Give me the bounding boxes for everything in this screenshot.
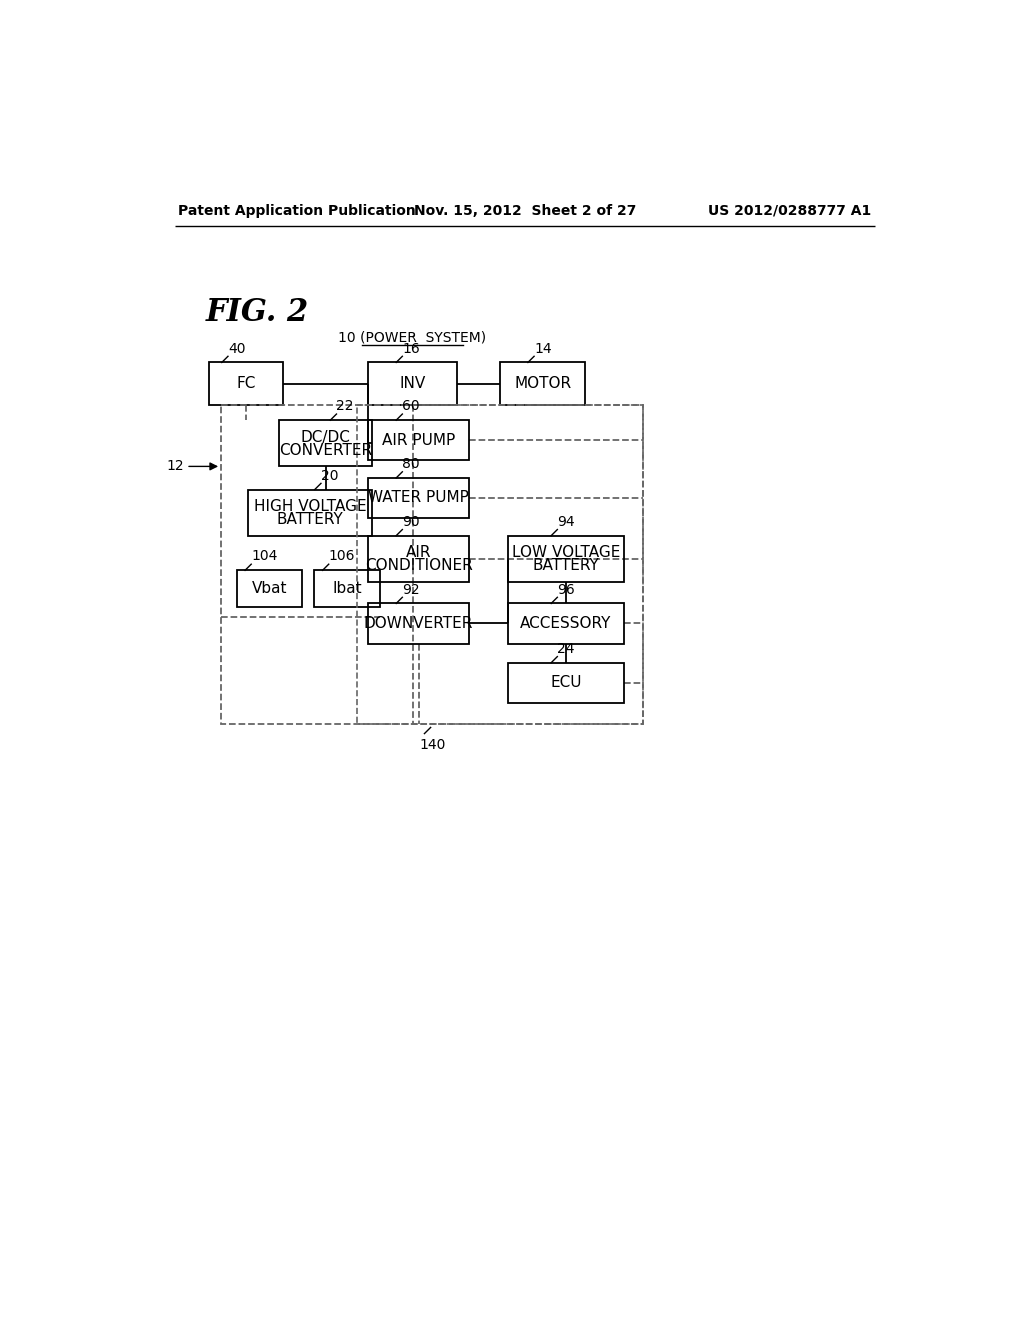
Text: 140: 140 (419, 738, 445, 752)
Text: Ibat: Ibat (332, 581, 361, 597)
Text: 20: 20 (321, 469, 339, 483)
Text: 22: 22 (337, 399, 354, 413)
Text: CONVERTER: CONVERTER (280, 442, 372, 458)
Text: AIR PUMP: AIR PUMP (382, 433, 456, 447)
Text: FIG. 2: FIG. 2 (206, 297, 309, 327)
Text: Vbat: Vbat (252, 581, 287, 597)
Text: BATTERY: BATTERY (276, 512, 343, 527)
Text: 94: 94 (557, 515, 574, 529)
Text: MOTOR: MOTOR (514, 376, 571, 391)
Text: DC/DC: DC/DC (301, 429, 350, 445)
Text: 104: 104 (251, 549, 278, 564)
Text: HIGH VOLTAGE: HIGH VOLTAGE (254, 499, 367, 513)
Text: 14: 14 (535, 342, 552, 355)
Text: BATTERY: BATTERY (532, 558, 599, 573)
Text: 16: 16 (402, 342, 420, 355)
Text: LOW VOLTAGE: LOW VOLTAGE (512, 545, 621, 560)
Text: WATER PUMP: WATER PUMP (369, 491, 469, 506)
Text: 12: 12 (166, 459, 183, 474)
Text: ECU: ECU (550, 676, 582, 690)
Text: 96: 96 (557, 582, 575, 597)
Text: 40: 40 (228, 342, 246, 355)
Text: CONDITIONER: CONDITIONER (365, 558, 472, 573)
Text: US 2012/0288777 A1: US 2012/0288777 A1 (708, 203, 871, 218)
Text: FC: FC (237, 376, 256, 391)
Text: ACCESSORY: ACCESSORY (520, 616, 611, 631)
Text: 10 (POWER  SYSTEM): 10 (POWER SYSTEM) (338, 330, 486, 345)
Text: 24: 24 (557, 642, 574, 656)
Text: 80: 80 (402, 457, 420, 471)
Text: Nov. 15, 2012  Sheet 2 of 27: Nov. 15, 2012 Sheet 2 of 27 (414, 203, 636, 218)
Text: 92: 92 (402, 582, 420, 597)
Text: Patent Application Publication: Patent Application Publication (178, 203, 416, 218)
Text: AIR: AIR (406, 545, 431, 560)
Text: INV: INV (399, 376, 426, 391)
Text: DOWNVERTER: DOWNVERTER (364, 616, 473, 631)
Text: 60: 60 (402, 399, 420, 413)
Text: 90: 90 (402, 515, 420, 529)
Text: 106: 106 (329, 549, 355, 564)
